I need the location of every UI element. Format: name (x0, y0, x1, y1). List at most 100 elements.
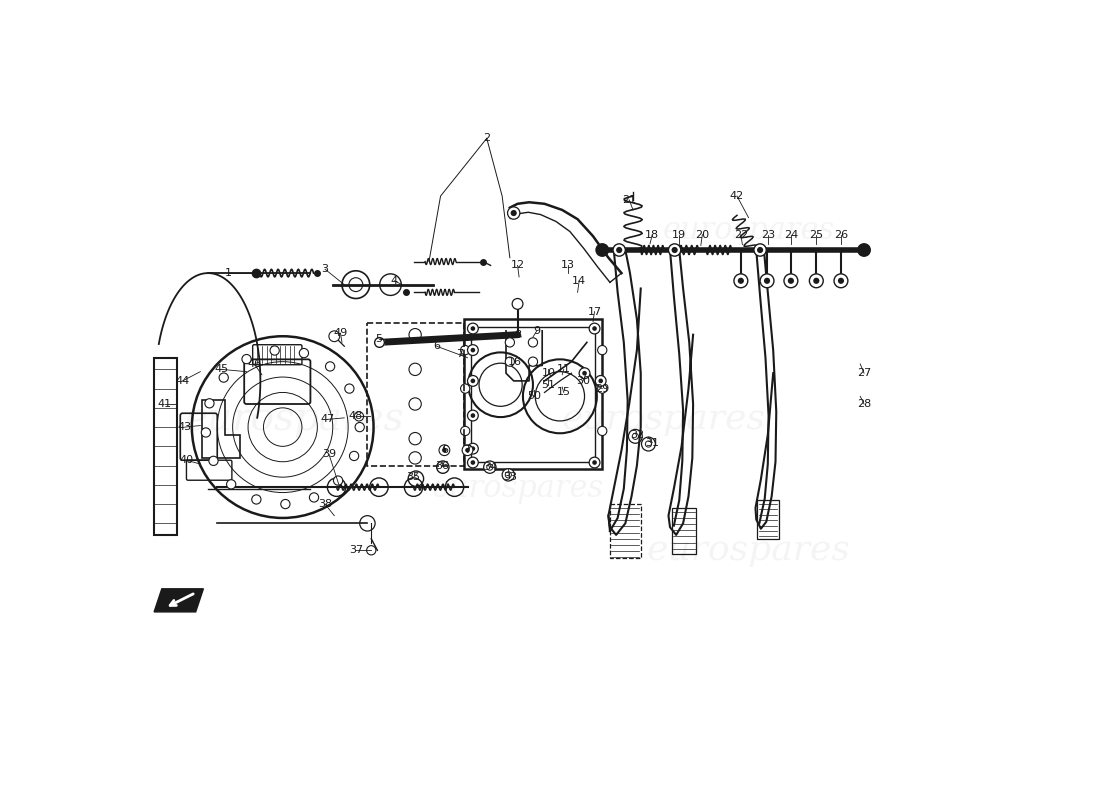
Text: 47: 47 (320, 414, 334, 424)
Text: 9: 9 (534, 326, 540, 336)
Circle shape (468, 345, 478, 355)
Text: 4: 4 (390, 276, 398, 286)
Circle shape (462, 445, 473, 455)
Text: 6: 6 (441, 445, 448, 455)
Circle shape (505, 338, 515, 347)
Circle shape (595, 243, 609, 257)
Circle shape (590, 457, 600, 468)
Circle shape (738, 278, 744, 284)
Bar (757, 500, 779, 538)
Circle shape (590, 323, 600, 334)
Text: 51: 51 (541, 380, 556, 390)
Text: 28: 28 (857, 399, 871, 409)
Bar (367, 323, 464, 466)
Text: 14: 14 (572, 276, 586, 286)
Circle shape (280, 499, 290, 509)
Circle shape (299, 349, 308, 358)
Text: 46: 46 (248, 359, 262, 369)
Circle shape (788, 278, 794, 284)
Circle shape (468, 443, 478, 454)
Text: 15: 15 (557, 387, 571, 398)
Circle shape (471, 348, 475, 353)
Text: eurospares: eurospares (662, 215, 835, 246)
Text: 3: 3 (321, 264, 329, 274)
Text: 10: 10 (541, 368, 556, 378)
Circle shape (309, 493, 319, 502)
Text: 44: 44 (176, 376, 189, 386)
Text: 36: 36 (436, 461, 449, 470)
Text: eurospares: eurospares (562, 402, 766, 437)
Circle shape (439, 445, 450, 455)
Text: 8: 8 (514, 330, 521, 340)
Text: 35: 35 (407, 472, 420, 482)
Circle shape (471, 378, 475, 383)
Text: 34: 34 (484, 462, 497, 472)
Text: 32: 32 (630, 430, 644, 440)
Text: 29: 29 (595, 384, 609, 394)
Circle shape (597, 384, 607, 394)
Text: 25: 25 (810, 230, 824, 240)
Circle shape (242, 354, 251, 364)
Bar (609, 504, 640, 558)
Text: 40: 40 (179, 455, 194, 466)
Text: 22: 22 (734, 230, 748, 240)
Text: 43: 43 (178, 422, 192, 432)
Text: 6: 6 (433, 342, 440, 351)
Circle shape (510, 210, 517, 216)
Circle shape (813, 278, 820, 284)
Text: 31: 31 (646, 438, 659, 447)
Circle shape (471, 446, 475, 451)
Text: eurospares: eurospares (431, 473, 604, 504)
Text: 49: 49 (333, 328, 348, 338)
Text: 11: 11 (557, 364, 571, 374)
Circle shape (669, 244, 681, 256)
Circle shape (252, 495, 261, 504)
Text: 13: 13 (561, 261, 574, 270)
Circle shape (595, 375, 606, 386)
Circle shape (201, 428, 210, 437)
Circle shape (616, 247, 623, 253)
Circle shape (613, 244, 625, 256)
Circle shape (354, 412, 364, 421)
Text: 38: 38 (318, 499, 332, 509)
Text: 41: 41 (157, 399, 172, 409)
Circle shape (671, 247, 678, 253)
Circle shape (763, 278, 770, 284)
Circle shape (442, 448, 447, 453)
Circle shape (598, 378, 603, 383)
Circle shape (326, 362, 334, 371)
Circle shape (857, 243, 871, 257)
Text: 48: 48 (349, 410, 363, 421)
Circle shape (471, 460, 475, 465)
Bar (472, 327, 595, 462)
Circle shape (484, 461, 496, 474)
Bar (154, 358, 177, 535)
Text: 50: 50 (528, 391, 541, 402)
Text: 17: 17 (587, 306, 602, 317)
Circle shape (468, 410, 478, 421)
Circle shape (757, 247, 763, 253)
Text: 12: 12 (510, 261, 525, 270)
Text: 27: 27 (857, 368, 871, 378)
Text: 24: 24 (784, 230, 798, 240)
Circle shape (784, 274, 798, 288)
Circle shape (461, 426, 470, 435)
Circle shape (468, 457, 478, 468)
Circle shape (838, 278, 844, 284)
Text: 5: 5 (375, 334, 383, 343)
Bar (671, 508, 696, 554)
Text: eurospares: eurospares (185, 401, 404, 438)
Text: 21: 21 (623, 195, 636, 205)
Circle shape (461, 346, 470, 354)
Circle shape (579, 368, 590, 378)
Circle shape (471, 326, 475, 331)
Text: 42: 42 (730, 191, 744, 201)
Text: 39: 39 (322, 449, 335, 459)
Circle shape (355, 422, 364, 432)
Circle shape (592, 460, 597, 465)
Text: 7: 7 (464, 445, 471, 455)
Circle shape (209, 456, 218, 466)
Text: 18: 18 (646, 230, 659, 240)
Circle shape (528, 338, 538, 347)
Circle shape (760, 274, 774, 288)
